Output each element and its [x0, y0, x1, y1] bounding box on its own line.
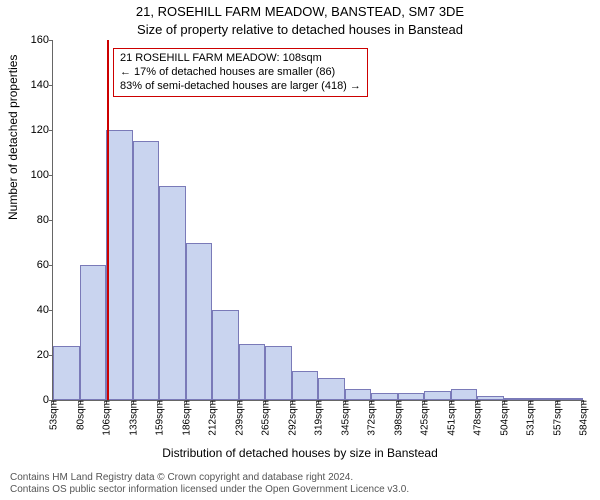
x-tick-label: 584sqm	[577, 400, 590, 436]
histogram-bar	[557, 398, 584, 400]
y-tick-mark	[49, 265, 53, 266]
histogram-bar	[265, 346, 292, 400]
histogram-bar	[106, 130, 133, 400]
x-tick-label: 398sqm	[391, 400, 404, 436]
footer-line-1: Contains HM Land Registry data © Crown c…	[10, 472, 409, 484]
y-tick-mark	[49, 40, 53, 41]
histogram-bar	[318, 378, 345, 401]
x-tick-label: 159sqm	[153, 400, 166, 436]
histogram-bar	[292, 371, 319, 400]
histogram-bar	[53, 346, 80, 400]
x-tick-label: 451sqm	[444, 400, 457, 436]
plot-area: 21 ROSEHILL FARM MEADOW: 108sqm ← 17% of…	[52, 40, 583, 401]
x-tick-label: 265sqm	[259, 400, 272, 436]
y-tick-mark	[49, 220, 53, 221]
chart-title-main: 21, ROSEHILL FARM MEADOW, BANSTEAD, SM7 …	[0, 4, 600, 19]
x-tick-label: 372sqm	[365, 400, 378, 436]
chart-title-sub: Size of property relative to detached ho…	[0, 22, 600, 37]
x-tick-label: 425sqm	[418, 400, 431, 436]
histogram-bar	[345, 389, 372, 400]
x-tick-label: 212sqm	[206, 400, 219, 436]
x-tick-label: 292sqm	[285, 400, 298, 436]
annotation-line-1: 21 ROSEHILL FARM MEADOW: 108sqm	[120, 52, 361, 66]
x-axis-label: Distribution of detached houses by size …	[0, 446, 600, 460]
property-marker-line	[107, 40, 109, 400]
histogram-bar	[398, 393, 425, 400]
x-tick-label: 80sqm	[73, 400, 86, 430]
histogram-bar	[133, 141, 160, 400]
annotation-box: 21 ROSEHILL FARM MEADOW: 108sqm ← 17% of…	[113, 48, 368, 97]
x-tick-label: 557sqm	[550, 400, 563, 436]
annotation-line-2: ← 17% of detached houses are smaller (86…	[120, 66, 361, 80]
y-tick-mark	[49, 130, 53, 131]
histogram-bar	[477, 396, 504, 401]
histogram-bar	[504, 398, 531, 400]
x-tick-label: 504sqm	[497, 400, 510, 436]
x-tick-label: 531sqm	[524, 400, 537, 436]
footer-line-2: Contains OS public sector information li…	[10, 484, 409, 496]
x-tick-label: 186sqm	[179, 400, 192, 436]
y-axis-label: Number of detached properties	[6, 55, 20, 220]
histogram-bar	[239, 344, 266, 400]
histogram-bar	[451, 389, 478, 400]
footer-attribution: Contains HM Land Registry data © Crown c…	[10, 472, 409, 496]
x-tick-label: 133sqm	[126, 400, 139, 436]
x-tick-label: 239sqm	[232, 400, 245, 436]
y-tick-mark	[49, 310, 53, 311]
y-tick-mark	[49, 175, 53, 176]
y-tick-mark	[49, 85, 53, 86]
x-tick-label: 478sqm	[471, 400, 484, 436]
histogram-bar	[159, 186, 186, 400]
histogram-bar	[212, 310, 239, 400]
x-tick-label: 319sqm	[312, 400, 325, 436]
histogram-bar	[186, 243, 213, 401]
histogram-bar	[424, 391, 451, 400]
x-tick-label: 106sqm	[100, 400, 113, 436]
histogram-bar	[371, 393, 398, 400]
histogram-bar	[80, 265, 107, 400]
histogram-bar	[530, 398, 557, 400]
x-tick-label: 345sqm	[338, 400, 351, 436]
x-tick-label: 53sqm	[47, 400, 60, 430]
annotation-line-3: 83% of semi-detached houses are larger (…	[120, 80, 361, 94]
